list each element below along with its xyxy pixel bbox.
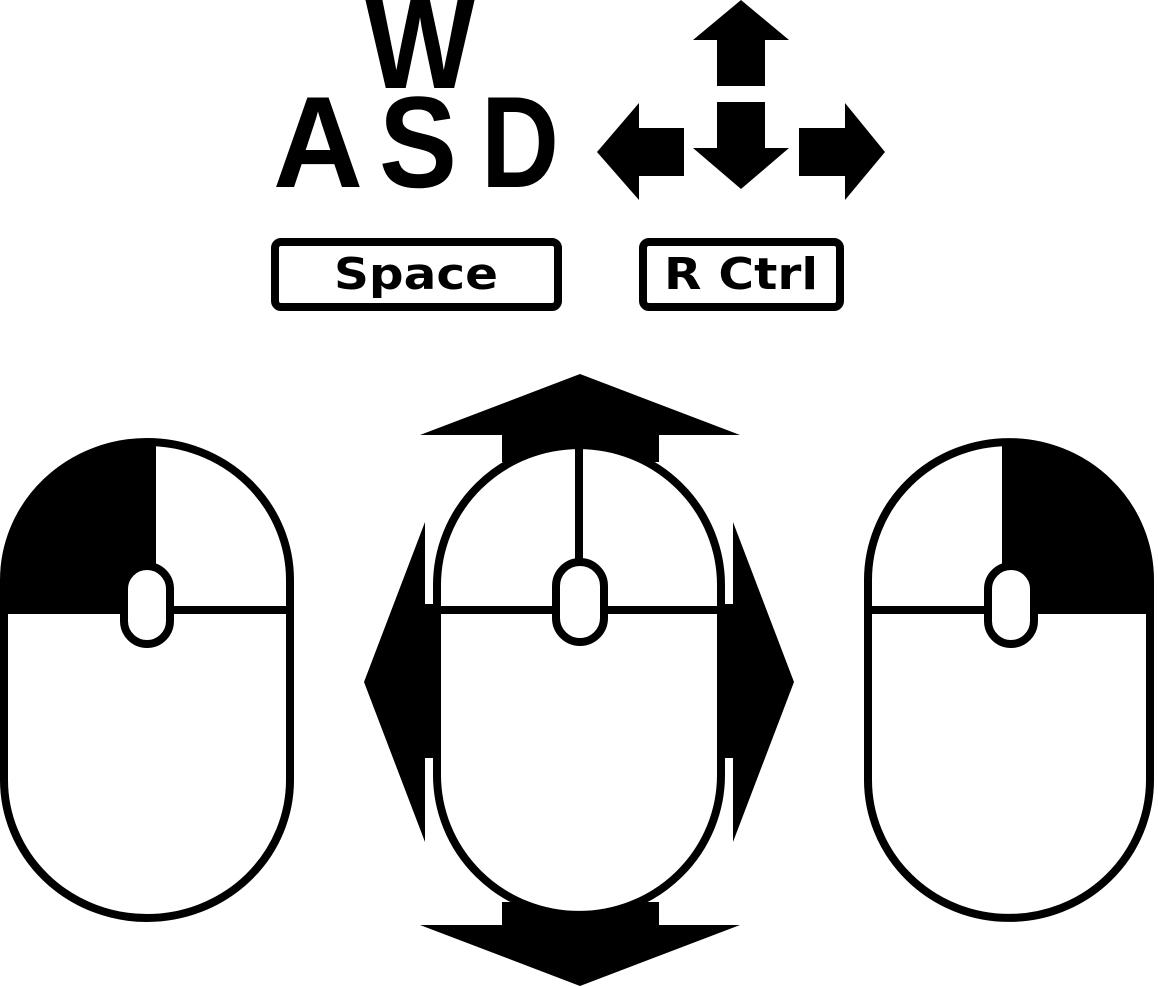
key-s: S [379, 69, 457, 215]
right-click-mouse [864, 438, 1154, 922]
scroll-wheel [984, 562, 1038, 648]
space-key: Space [271, 238, 562, 311]
mouse-body [433, 441, 725, 919]
space-key-label: Space [334, 249, 498, 300]
arrow-down-icon [420, 902, 740, 986]
arrow-right-icon [799, 103, 885, 200]
arrow-right-icon [716, 522, 794, 842]
move-mouse [364, 374, 794, 986]
key-a: A [273, 69, 363, 215]
left-button-highlight [3, 441, 153, 612]
scroll-wheel [552, 558, 608, 646]
arrow-keys [597, 0, 885, 200]
key-d: D [481, 69, 559, 215]
rctrl-key: R Ctrl [639, 238, 844, 311]
scroll-wheel [120, 562, 174, 648]
arrow-left-icon [364, 522, 442, 842]
arrow-up-icon [693, 0, 789, 86]
rctrl-key-label: R Ctrl [664, 249, 818, 300]
arrow-left-icon [597, 103, 684, 200]
arrow-up-icon [420, 374, 740, 462]
key-w: W [365, 0, 475, 116]
left-click-mouse [0, 438, 294, 922]
right-button-highlight [1006, 441, 1150, 612]
arrow-down-icon [693, 102, 789, 189]
wasd-keys: W A S D [273, 0, 559, 215]
